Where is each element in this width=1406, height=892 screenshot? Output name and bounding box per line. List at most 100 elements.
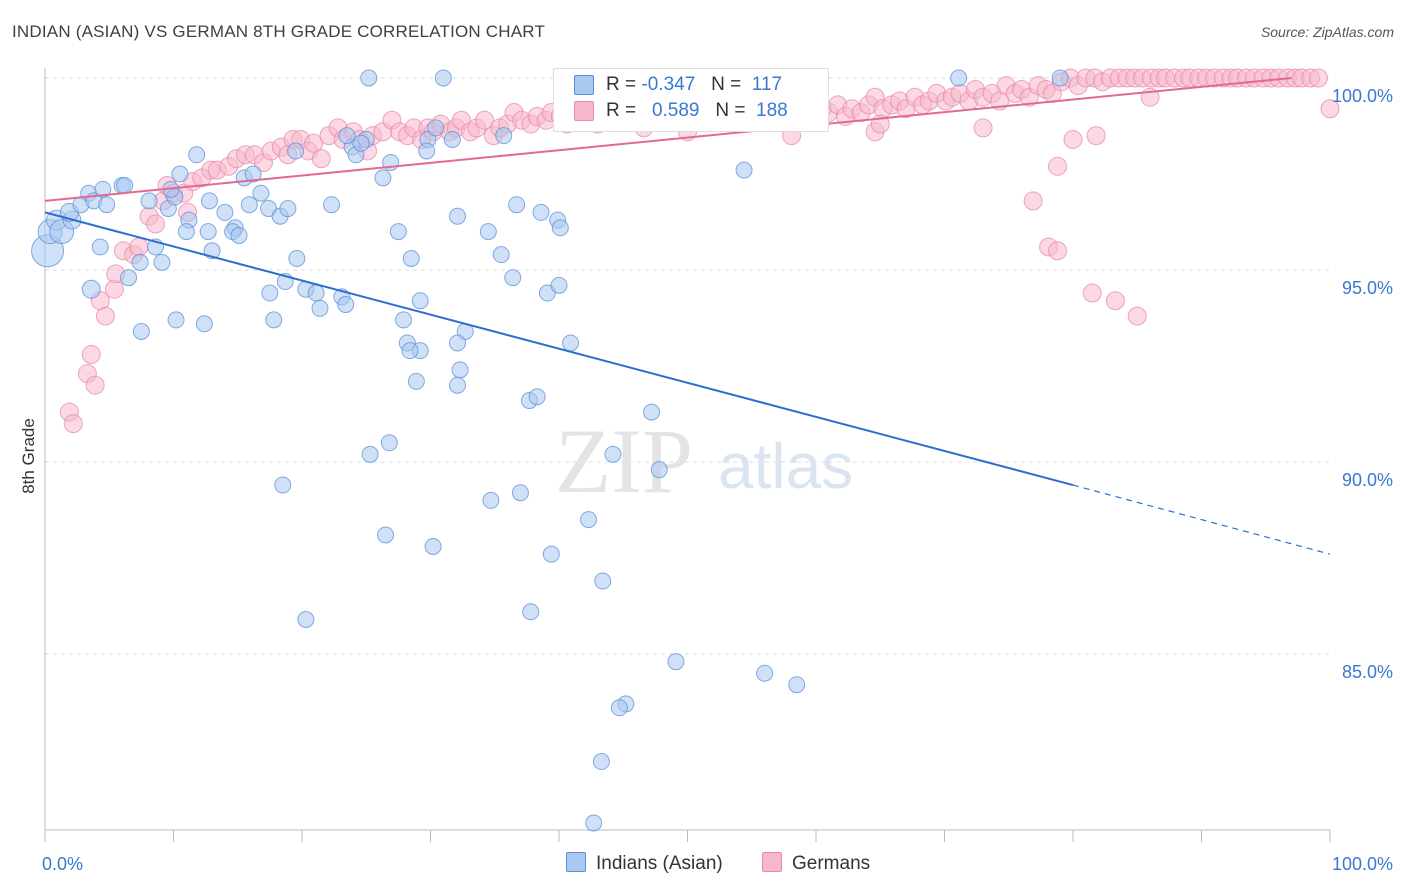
- data-point: [131, 253, 149, 271]
- data-point: [550, 276, 568, 294]
- data-point: [240, 196, 258, 214]
- data-point: [153, 253, 171, 271]
- data-point: [1048, 241, 1068, 261]
- y-tick-label: 100.0%: [1332, 86, 1393, 106]
- germans-n-value: 188: [756, 100, 788, 121]
- data-point: [98, 196, 116, 214]
- data-point: [443, 130, 461, 148]
- data-point: [594, 572, 612, 590]
- germans-legend-swatch: [762, 852, 782, 872]
- data-point: [177, 223, 195, 241]
- data-point: [265, 311, 283, 329]
- data-point: [297, 610, 315, 628]
- data-point: [407, 372, 425, 390]
- legend-row-indians: R = -0.347 N = 117: [574, 74, 782, 100]
- germans-swatch: [574, 100, 594, 121]
- data-point: [1051, 69, 1069, 87]
- watermark-atlas: atlas: [718, 430, 853, 502]
- data-point: [504, 269, 522, 287]
- data-point: [171, 165, 189, 183]
- data-point: [337, 296, 355, 314]
- data-point: [288, 249, 306, 267]
- data-point: [448, 376, 466, 394]
- data-point: [401, 342, 419, 360]
- legend-row-germans: R = 0.589 N = 188: [574, 100, 788, 126]
- data-point: [643, 403, 661, 421]
- data-point: [244, 165, 262, 183]
- germans-trend-line: [44, 77, 1292, 202]
- data-point: [1048, 156, 1068, 176]
- data-point: [85, 375, 105, 395]
- data-point: [735, 161, 753, 179]
- data-point: [81, 344, 101, 364]
- data-point: [252, 184, 270, 202]
- r-label: R =: [606, 74, 637, 95]
- data-point: [522, 603, 540, 621]
- data-point: [580, 511, 598, 529]
- indians-points: [31, 69, 1069, 832]
- data-point: [756, 664, 774, 682]
- axes: [44, 68, 1331, 842]
- data-point: [1127, 306, 1147, 326]
- data-point: [352, 134, 370, 152]
- y-tick-label: 85.0%: [1342, 662, 1393, 682]
- r-label: R =: [606, 100, 637, 121]
- data-point: [667, 653, 685, 671]
- x-tick-label: 100.0%: [1332, 854, 1393, 874]
- indians-trend-extension: [1072, 484, 1331, 555]
- source-label: Source: ZipAtlas.com: [1260, 24, 1394, 40]
- data-point: [395, 311, 413, 329]
- germans-legend-label: Germans: [792, 853, 871, 874]
- indians-trend-line: [44, 211, 1074, 487]
- y-axis-label: 8th Grade: [19, 418, 38, 494]
- trend-lines: [44, 77, 1331, 555]
- data-point: [377, 526, 395, 544]
- data-point: [360, 69, 378, 87]
- data-point: [91, 238, 109, 256]
- x-tick-label: 0.0%: [42, 854, 83, 874]
- legend-item-indians[interactable]: Indians (Asian): [566, 852, 723, 875]
- data-point: [448, 334, 466, 352]
- data-point: [195, 315, 213, 333]
- data-point: [604, 445, 622, 463]
- data-point: [1086, 126, 1106, 146]
- indians-swatch: [574, 74, 594, 95]
- data-point: [479, 223, 497, 241]
- indians-legend-label: Indians (Asian): [596, 853, 723, 874]
- legend-item-germans[interactable]: Germans: [762, 852, 870, 875]
- data-point: [788, 676, 806, 694]
- data-point: [482, 491, 500, 509]
- data-point: [230, 226, 248, 244]
- data-point: [532, 203, 550, 221]
- data-point: [411, 292, 429, 310]
- chart-title: INDIAN (ASIAN) VS GERMAN 8TH GRADE CORRE…: [12, 22, 546, 41]
- n-label: N =: [715, 100, 746, 121]
- tick-labels: 85.0% 90.0% 95.0% 100.0% 0.0% 100.0%: [42, 86, 1393, 874]
- data-point: [610, 699, 628, 717]
- watermark-zip: ZIP: [555, 410, 693, 512]
- data-point: [1023, 191, 1043, 211]
- data-point: [592, 753, 610, 771]
- data-point: [380, 434, 398, 452]
- data-point: [1063, 129, 1083, 149]
- y-tick-label: 95.0%: [1342, 278, 1393, 298]
- data-point: [63, 414, 83, 434]
- data-point: [1105, 291, 1125, 311]
- n-label: N =: [711, 74, 742, 95]
- indians-legend-swatch: [566, 852, 586, 872]
- data-point: [116, 177, 134, 195]
- data-point: [448, 207, 466, 225]
- data-point: [307, 284, 325, 302]
- data-point: [311, 299, 329, 317]
- data-point: [81, 279, 101, 299]
- stats-legend: R = -0.347 N = 117 R = 0.589 N = 188: [553, 68, 829, 132]
- data-point: [274, 476, 292, 494]
- data-point: [279, 200, 297, 218]
- data-point: [140, 192, 158, 210]
- data-point: [402, 249, 420, 267]
- y-tick-label: 90.0%: [1342, 470, 1393, 490]
- data-point: [199, 223, 217, 241]
- data-point: [585, 814, 603, 832]
- data-point: [304, 133, 324, 153]
